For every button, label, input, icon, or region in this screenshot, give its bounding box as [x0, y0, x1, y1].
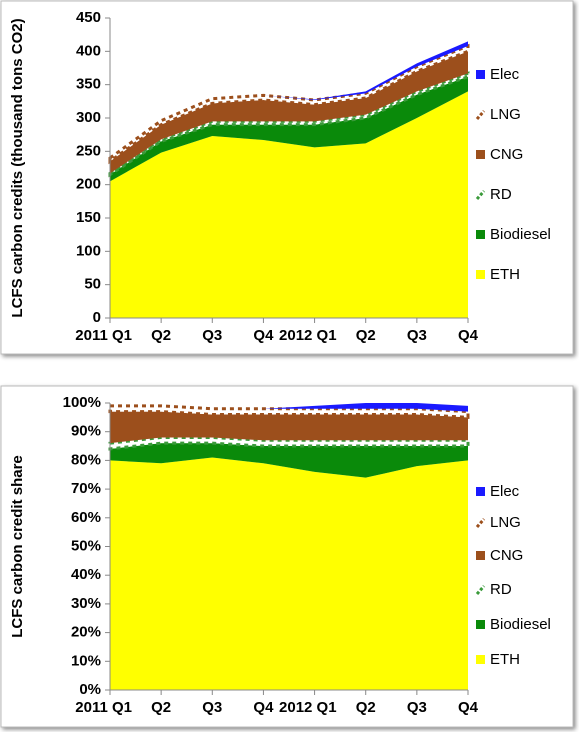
legend-swatch	[476, 655, 485, 664]
x-tick-label: 2011 Q1	[75, 699, 132, 716]
y-tick-label: 40%	[71, 566, 101, 583]
area	[110, 403, 468, 412]
y-tick-label: 100%	[63, 394, 101, 411]
y-tick-label: 50	[84, 276, 101, 293]
legend-label: Biodiesel	[490, 616, 551, 633]
area	[108, 71, 470, 178]
y-tick-label: 30%	[71, 595, 101, 612]
area	[110, 457, 468, 690]
y-tick-label: 90%	[71, 423, 101, 440]
legend-label: ETH	[490, 266, 520, 283]
legend-label: LNG	[490, 106, 521, 123]
area	[108, 43, 470, 165]
legend-swatch	[476, 270, 485, 279]
x-tick-label: Q4	[253, 699, 274, 716]
legend-swatch	[475, 518, 486, 528]
x-tick-label: 2011 Q1	[75, 327, 132, 344]
area	[110, 443, 468, 478]
legend-swatch	[476, 150, 485, 159]
y-tick-label: 0%	[79, 681, 101, 698]
y-tick-label: 450	[76, 9, 101, 26]
y-tick-label: 80%	[71, 451, 101, 468]
x-tick-label: 2012 Q1	[279, 327, 337, 344]
x-tick-label: Q3	[407, 699, 427, 716]
y-tick-label: 10%	[71, 652, 101, 669]
y-tick-label: 250	[76, 142, 101, 159]
x-tick-label: Q2	[151, 327, 171, 344]
y-tick-label: 200	[76, 176, 101, 193]
y-tick-label: 350	[76, 76, 101, 93]
x-tick-label: Q4	[458, 327, 479, 344]
x-tick-label: 2012 Q1	[279, 699, 337, 716]
y-tick-label: 60%	[71, 509, 101, 526]
legend-label: Biodiesel	[490, 226, 551, 243]
area	[110, 91, 468, 318]
y-tick-label: 400	[76, 42, 101, 59]
x-tick-label: Q3	[407, 327, 427, 344]
legend-label: ETH	[490, 651, 520, 668]
area	[110, 51, 468, 174]
legend-swatch	[476, 487, 485, 496]
y-tick-label: 300	[76, 109, 101, 126]
y-tick-label: 0	[93, 309, 101, 326]
x-tick-label: Q3	[202, 699, 222, 716]
y-axis-label: LCFS carbon credits (thousand tons CO2)	[9, 18, 26, 317]
legend-label: LNG	[490, 514, 521, 531]
legend-swatch	[476, 620, 485, 629]
legend-swatch	[475, 585, 486, 595]
x-tick-label: Q2	[356, 327, 376, 344]
x-tick-label: Q2	[151, 699, 171, 716]
legend-label: CNG	[490, 146, 523, 163]
legend-swatch	[476, 230, 485, 239]
x-tick-label: Q4	[253, 327, 274, 344]
x-tick-label: Q4	[458, 699, 479, 716]
y-tick-label: 20%	[71, 624, 101, 641]
legend-swatch	[475, 190, 486, 200]
y-tick-label: 150	[76, 209, 101, 226]
legend-label: Elec	[490, 483, 520, 500]
x-tick-label: Q2	[356, 699, 376, 716]
legend-label: RD	[490, 186, 512, 203]
area	[110, 411, 468, 444]
y-axis-label: LCFS carbon credit share	[9, 455, 26, 638]
x-tick-label: Q3	[202, 327, 222, 344]
legend-label: CNG	[490, 547, 523, 564]
legend-label: Elec	[490, 66, 520, 83]
y-tick-label: 50%	[71, 537, 101, 554]
area	[110, 76, 468, 182]
y-tick-label: 100	[76, 242, 101, 259]
legend-swatch	[476, 70, 485, 79]
legend-swatch	[475, 110, 486, 120]
legend-label: RD	[490, 581, 512, 598]
legend-swatch	[476, 551, 485, 560]
y-tick-label: 70%	[71, 480, 101, 497]
